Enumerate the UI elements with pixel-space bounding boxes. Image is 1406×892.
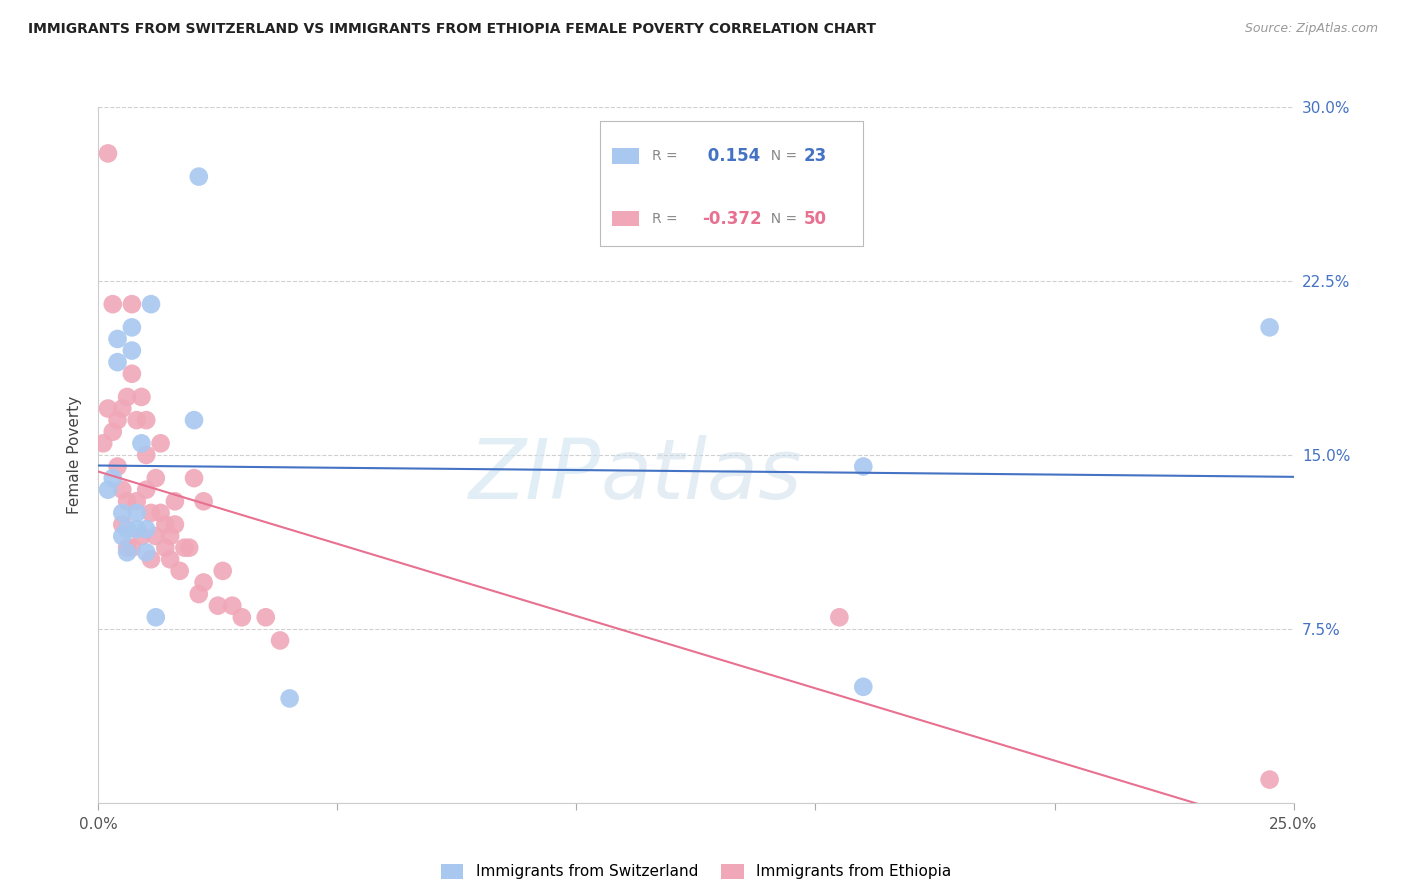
Point xyxy=(131,436,153,450)
Point xyxy=(211,564,233,578)
Point xyxy=(183,413,205,427)
Point xyxy=(97,146,120,161)
Point xyxy=(121,343,143,358)
Y-axis label: Female Poverty: Female Poverty xyxy=(67,396,83,514)
Point xyxy=(852,680,875,694)
Text: R =: R = xyxy=(652,211,682,226)
Point xyxy=(121,320,143,334)
Point xyxy=(187,169,209,184)
Point xyxy=(221,599,243,613)
Point xyxy=(149,506,172,520)
Point xyxy=(125,413,148,427)
FancyBboxPatch shape xyxy=(600,121,863,246)
Point xyxy=(101,425,124,439)
Point xyxy=(169,564,191,578)
Point xyxy=(207,599,229,613)
Point xyxy=(115,494,138,508)
Point xyxy=(179,541,201,555)
Point xyxy=(159,529,181,543)
Point xyxy=(135,522,157,536)
Point xyxy=(139,506,162,520)
FancyBboxPatch shape xyxy=(613,148,638,163)
Point xyxy=(125,494,148,508)
Point xyxy=(155,517,177,532)
Text: 0.154: 0.154 xyxy=(702,147,761,165)
Point xyxy=(121,297,143,311)
Text: 50: 50 xyxy=(804,210,827,227)
Text: -0.372: -0.372 xyxy=(702,210,762,227)
Point xyxy=(193,494,215,508)
Point xyxy=(121,541,143,555)
Point xyxy=(145,529,167,543)
Text: ZIP: ZIP xyxy=(468,435,600,516)
Point xyxy=(111,483,134,497)
Point xyxy=(155,541,177,555)
Point xyxy=(139,297,162,311)
FancyBboxPatch shape xyxy=(613,211,638,227)
Point xyxy=(269,633,291,648)
Point xyxy=(254,610,277,624)
Point xyxy=(1258,320,1281,334)
Point xyxy=(231,610,253,624)
Point xyxy=(107,355,129,369)
Point xyxy=(111,506,134,520)
Point xyxy=(163,517,186,532)
Point xyxy=(111,517,134,532)
Point xyxy=(125,522,148,536)
Point xyxy=(111,529,134,543)
Point xyxy=(163,494,186,508)
Point xyxy=(183,471,205,485)
Point xyxy=(159,552,181,566)
Point xyxy=(115,541,138,555)
Point xyxy=(193,575,215,590)
Point xyxy=(107,332,129,346)
Point xyxy=(115,390,138,404)
Point xyxy=(115,545,138,559)
Point xyxy=(145,471,167,485)
Point xyxy=(101,471,124,485)
Text: N =: N = xyxy=(762,149,801,163)
Point xyxy=(97,483,120,497)
Text: IMMIGRANTS FROM SWITZERLAND VS IMMIGRANTS FROM ETHIOPIA FEMALE POVERTY CORRELATI: IMMIGRANTS FROM SWITZERLAND VS IMMIGRANT… xyxy=(28,22,876,37)
Point xyxy=(101,297,124,311)
Text: atlas: atlas xyxy=(600,435,801,516)
Point xyxy=(135,545,157,559)
Point xyxy=(111,401,134,416)
Point xyxy=(149,436,172,450)
Point xyxy=(107,413,129,427)
Point xyxy=(135,413,157,427)
Point xyxy=(828,610,851,624)
Text: 23: 23 xyxy=(804,147,827,165)
Point xyxy=(97,401,120,416)
Point xyxy=(135,483,157,497)
Point xyxy=(131,529,153,543)
Point xyxy=(91,436,114,450)
Point xyxy=(121,367,143,381)
Point xyxy=(1258,772,1281,787)
Text: Source: ZipAtlas.com: Source: ZipAtlas.com xyxy=(1244,22,1378,36)
Point xyxy=(107,459,129,474)
Point xyxy=(145,610,167,624)
Point xyxy=(115,522,138,536)
Point xyxy=(131,390,153,404)
Text: N =: N = xyxy=(762,211,801,226)
Point xyxy=(135,448,157,462)
Point xyxy=(125,506,148,520)
Point xyxy=(187,587,209,601)
Legend: Immigrants from Switzerland, Immigrants from Ethiopia: Immigrants from Switzerland, Immigrants … xyxy=(434,857,957,886)
Point xyxy=(139,552,162,566)
Point xyxy=(852,459,875,474)
Point xyxy=(278,691,301,706)
Text: R =: R = xyxy=(652,149,682,163)
Point xyxy=(173,541,195,555)
